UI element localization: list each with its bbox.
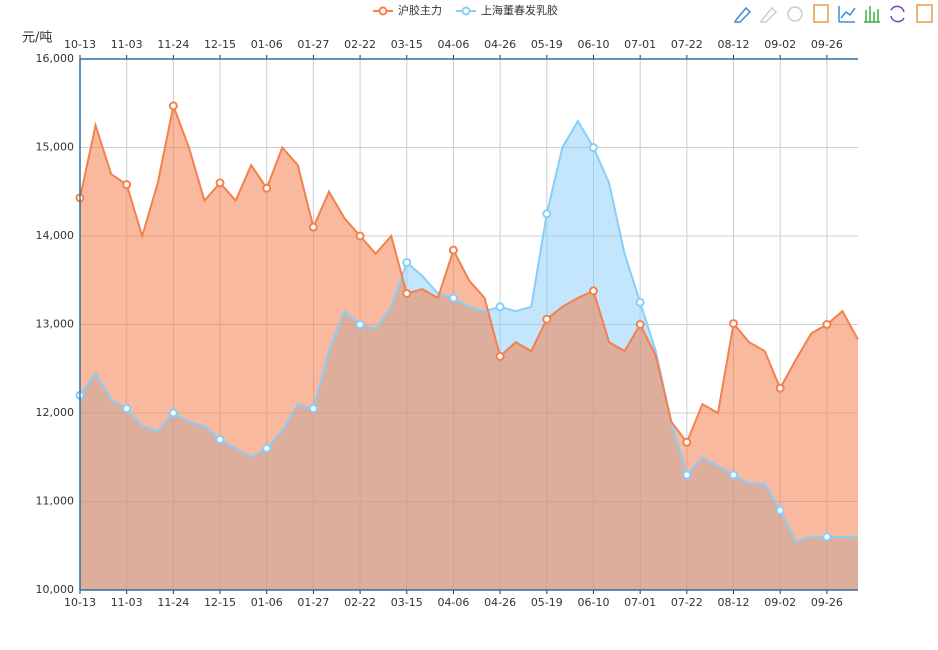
x-tick-label-top: 01-06	[251, 38, 283, 51]
x-tick-label: 02-22	[344, 596, 376, 609]
y-tick-label: 16,000	[36, 52, 75, 65]
point	[402, 289, 412, 299]
x-tick-label-top: 04-06	[437, 38, 469, 51]
x-tick-label-top: 04-26	[484, 38, 516, 51]
x-tick-label-top: 08-12	[718, 38, 750, 51]
x-tick-label-top: 01-27	[297, 38, 329, 51]
point	[542, 314, 552, 324]
x-tick-label: 10-13	[64, 596, 96, 609]
x-tick-label: 05-19	[531, 596, 563, 609]
x-tick-label-top: 05-19	[531, 38, 563, 51]
x-tick-label-top: 03-15	[391, 38, 423, 51]
point	[308, 222, 318, 232]
point	[542, 209, 552, 219]
x-tick-label-top: 11-03	[111, 38, 143, 51]
point	[355, 320, 365, 329]
y-tick-label: 15,000	[36, 141, 75, 154]
point	[448, 245, 458, 255]
point	[215, 435, 225, 445]
point	[262, 443, 272, 453]
point	[682, 437, 692, 447]
area	[80, 105, 858, 590]
point	[168, 101, 178, 111]
x-tick-label-top: 07-01	[624, 38, 656, 51]
x-tick-label: 07-22	[671, 596, 703, 609]
point	[122, 180, 132, 190]
point	[215, 178, 225, 188]
point	[822, 320, 832, 329]
toolbox[interactable]	[733, 4, 933, 23]
x-tick-label: 08-12	[718, 596, 750, 609]
x-tick-label-top: 10-13	[64, 38, 96, 51]
x-tick-label: 04-06	[437, 596, 469, 609]
y-tick-label: 10,000	[36, 583, 75, 596]
tool-icon[interactable]	[864, 6, 880, 23]
y-tick-label: 14,000	[36, 229, 75, 242]
point	[168, 408, 178, 418]
point	[729, 319, 739, 329]
line	[79, 118, 858, 543]
y-tick-label: 12,000	[36, 406, 75, 419]
x-tick-label-top: 07-22	[671, 38, 703, 51]
x-tick-label: 06-10	[577, 596, 609, 609]
tool-icon[interactable]	[787, 6, 803, 22]
point	[822, 532, 832, 542]
x-tick-label: 11-03	[111, 596, 143, 609]
x-tick-label: 03-15	[391, 596, 423, 609]
x-tick-label-top: 09-02	[764, 38, 796, 51]
x-tick-label-top: 11-24	[157, 38, 189, 51]
x-tick-label: 01-27	[297, 596, 329, 609]
legend-icon	[461, 6, 471, 16]
point	[775, 383, 785, 393]
tool-icon[interactable]	[916, 4, 933, 23]
x-tick-label: 04-26	[484, 596, 516, 609]
x-tick-label-top: 12-15	[204, 38, 236, 51]
x-tick-label-top: 02-22	[344, 38, 376, 51]
tool-icon[interactable]	[733, 6, 752, 23]
legend-item: 沪胶主力	[373, 3, 442, 17]
point	[262, 183, 272, 193]
x-tick-label-top: 06-10	[577, 38, 609, 51]
point	[495, 351, 505, 361]
point	[495, 302, 505, 312]
point	[448, 293, 458, 303]
line	[79, 102, 859, 445]
legend-icon	[378, 6, 388, 16]
y-tick-label: 13,000	[36, 318, 75, 331]
point	[729, 470, 739, 480]
x-tick-label: 07-01	[624, 596, 656, 609]
point	[308, 404, 318, 414]
point	[402, 258, 412, 268]
y-tick-label: 11,000	[36, 495, 75, 508]
legend-label: 沪胶主力	[398, 3, 442, 17]
legend-label: 上海董春发乳胶	[481, 3, 558, 17]
point	[355, 231, 365, 241]
tool-icon[interactable]	[838, 6, 856, 23]
tool-icon[interactable]	[890, 5, 905, 23]
x-tick-label-top: 09-26	[811, 38, 843, 51]
x-tick-label: 09-26	[811, 596, 843, 609]
point	[588, 143, 598, 152]
x-tick-label: 12-15	[204, 596, 236, 609]
point	[635, 320, 645, 329]
point	[682, 470, 692, 480]
x-tick-label: 11-24	[157, 596, 189, 609]
tool-icon[interactable]	[759, 6, 778, 23]
legend-item: 上海董春发乳胶	[456, 3, 558, 17]
point	[122, 404, 132, 414]
point	[775, 505, 785, 515]
point	[588, 286, 598, 296]
point	[635, 297, 645, 307]
y-axis-label: 元/吨	[22, 31, 52, 46]
x-tick-label: 01-06	[251, 596, 283, 609]
x-tick-label: 09-02	[764, 596, 796, 609]
tool-icon[interactable]	[813, 4, 829, 23]
